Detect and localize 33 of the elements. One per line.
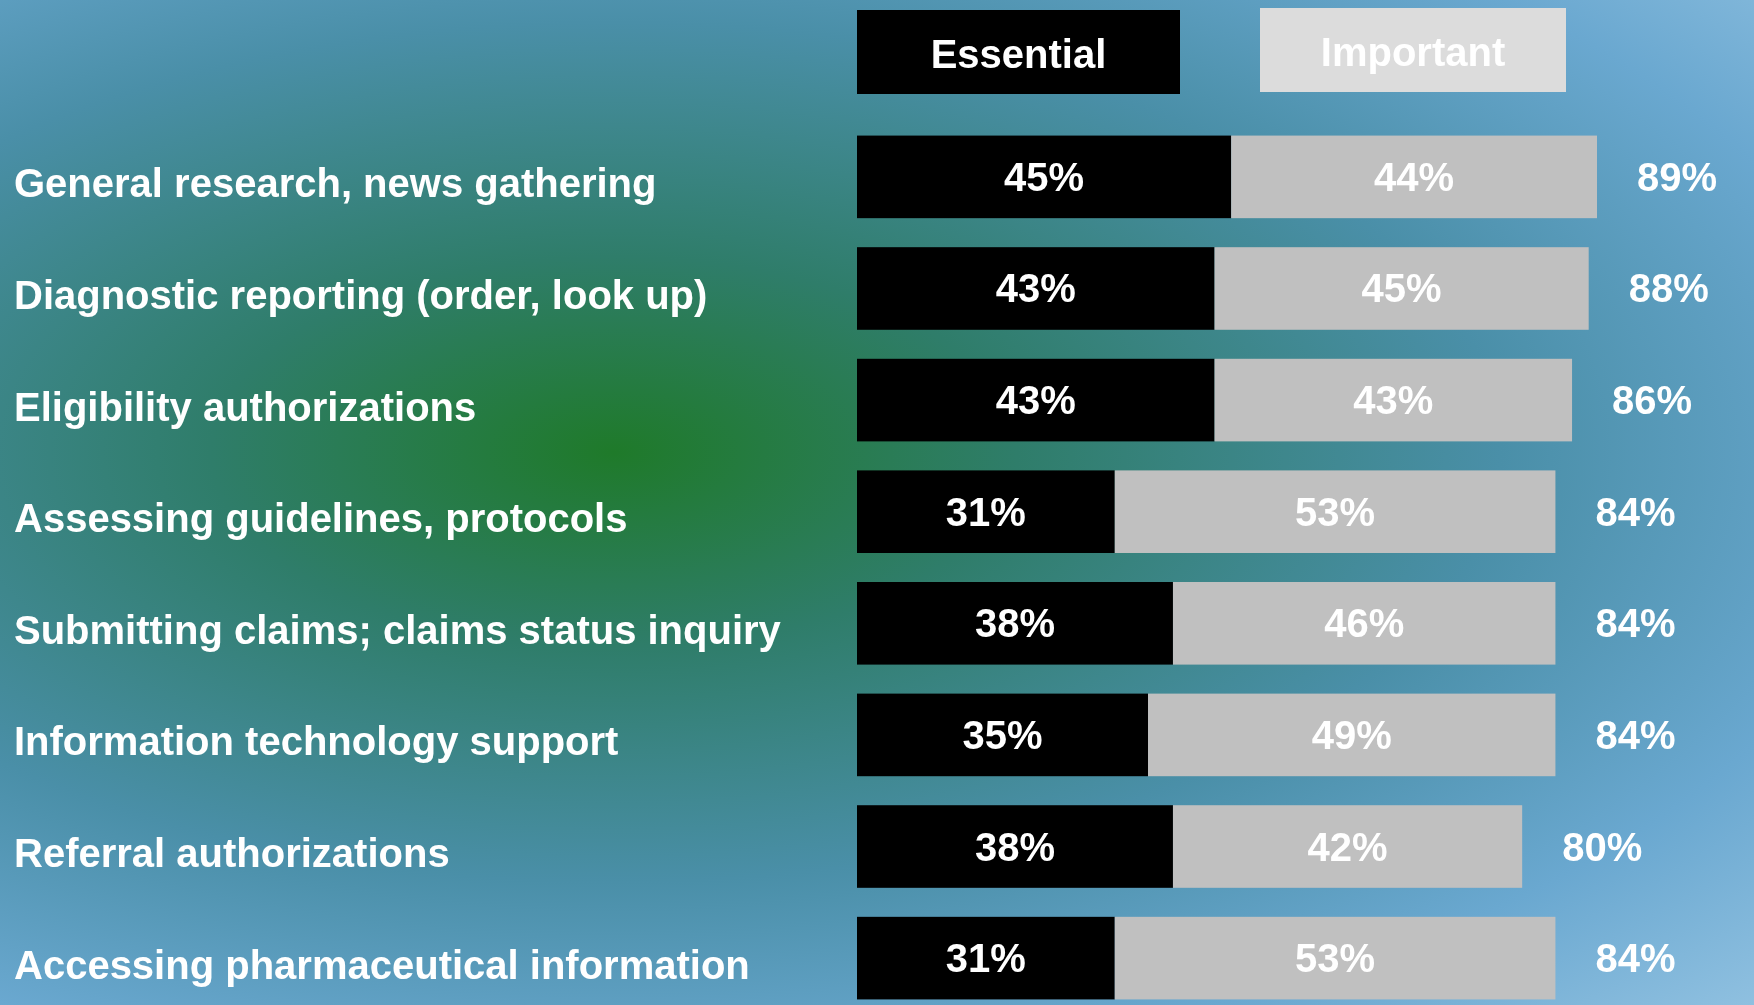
data-label: 44%	[1374, 154, 1455, 199]
data-label: 42%	[1307, 824, 1388, 869]
y-tick-label: Eligibility authorizations	[14, 384, 477, 429]
y-tick-label: Information technology support	[14, 719, 619, 764]
total-label: 80%	[1562, 824, 1643, 869]
data-label: 53%	[1295, 489, 1376, 534]
data-label: 31%	[945, 489, 1026, 534]
data-label: 38%	[974, 824, 1056, 869]
y-tick-label: Diagnostic reporting (order, look up)	[14, 273, 708, 318]
data-label: 43%	[995, 378, 1076, 423]
series-label: Essential	[930, 32, 1107, 76]
total-label: 89%	[1637, 154, 1718, 199]
total-label: 84%	[1595, 601, 1676, 646]
data-label: 45%	[1361, 266, 1442, 311]
data-label: 53%	[1295, 936, 1376, 981]
total-label: 86%	[1612, 378, 1693, 423]
y-tick-label: Submitting claims; claims status inquiry	[14, 607, 782, 652]
total-label: 84%	[1595, 489, 1676, 534]
data-label: 38%	[974, 601, 1056, 646]
data-label: 45%	[1004, 154, 1085, 199]
data-label: 31%	[945, 936, 1026, 981]
y-tick-label: Referral authorizations	[14, 831, 450, 876]
total-label: 88%	[1628, 266, 1709, 311]
data-label: 46%	[1324, 601, 1405, 646]
y-tick-label: Accessing pharmaceutical information	[14, 942, 750, 987]
y-tick-label: General research, news gathering	[14, 161, 657, 206]
y-tick-label: Assessing guidelines, protocols	[14, 496, 628, 541]
data-label: 35%	[962, 712, 1043, 757]
total-label: 84%	[1595, 712, 1676, 757]
data-label: 43%	[995, 266, 1076, 311]
data-label: 43%	[1353, 378, 1434, 423]
data-label: 49%	[1311, 712, 1392, 757]
total-label: 84%	[1595, 936, 1676, 981]
